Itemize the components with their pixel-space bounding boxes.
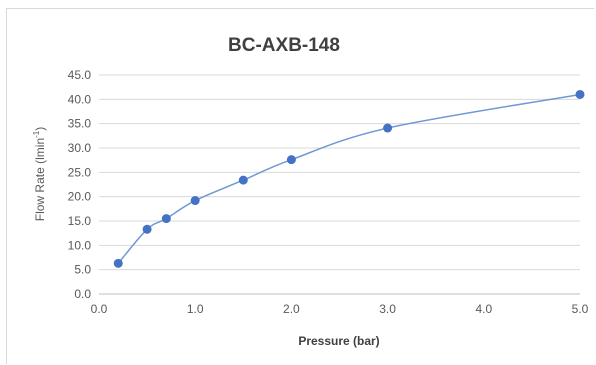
y-tick-label: 35.0 <box>68 117 92 131</box>
y-axis-title-suffix: ) <box>33 127 47 131</box>
x-tick-label: 1.0 <box>187 302 204 316</box>
y-tick-label: 25.0 <box>68 165 92 179</box>
gridlines <box>99 74 580 295</box>
y-tick-label: 20.0 <box>68 190 92 204</box>
y-tick-label: 40.0 <box>68 92 92 106</box>
chart-title: BC-AXB-148 <box>228 35 340 56</box>
data-point <box>190 196 200 206</box>
series-curve <box>117 93 581 264</box>
tick-labels: 0.0 5.0 10.0 15.0 20.0 25.0 30.0 35.0 40.0 45.0 0.… <box>68 68 589 316</box>
data-point <box>161 214 171 224</box>
x-axis-title: Pressure (bar) <box>298 334 379 348</box>
y-axis-title-main: Flow Rate (lmin <box>33 138 47 221</box>
data-points <box>113 89 585 268</box>
x-tick-label: 3.0 <box>379 302 396 316</box>
x-tick-label: 5.0 <box>572 302 589 316</box>
data-point <box>113 258 123 268</box>
data-point <box>286 155 296 165</box>
x-tick-label: 0.0 <box>91 302 108 316</box>
y-axis-title: Flow Rate (lmin-1) <box>32 127 47 221</box>
x-tick-label: 4.0 <box>475 302 492 316</box>
y-tick-label: 0.0 <box>74 287 91 301</box>
y-tick-label: 5.0 <box>74 263 91 277</box>
chart-frame: BC-AXB-148 0.0 5.0 10.0 15.0 20.0 25.0 30.0 35.… <box>6 8 594 364</box>
y-tick-label: 30.0 <box>68 141 92 155</box>
data-point <box>238 175 248 185</box>
data-point <box>575 89 585 99</box>
y-tick-label: 45.0 <box>68 68 92 82</box>
y-axis-title-superscript: -1 <box>32 130 41 138</box>
series-line <box>117 93 581 264</box>
x-tick-label: 2.0 <box>283 302 300 316</box>
y-tick-label: 15.0 <box>68 214 92 228</box>
data-point <box>142 224 152 234</box>
data-point <box>383 123 393 133</box>
y-tick-label: 10.0 <box>68 238 92 252</box>
flow-rate-chart: BC-AXB-148 0.0 5.0 10.0 15.0 20.0 25.0 30.0 35.… <box>32 35 589 348</box>
